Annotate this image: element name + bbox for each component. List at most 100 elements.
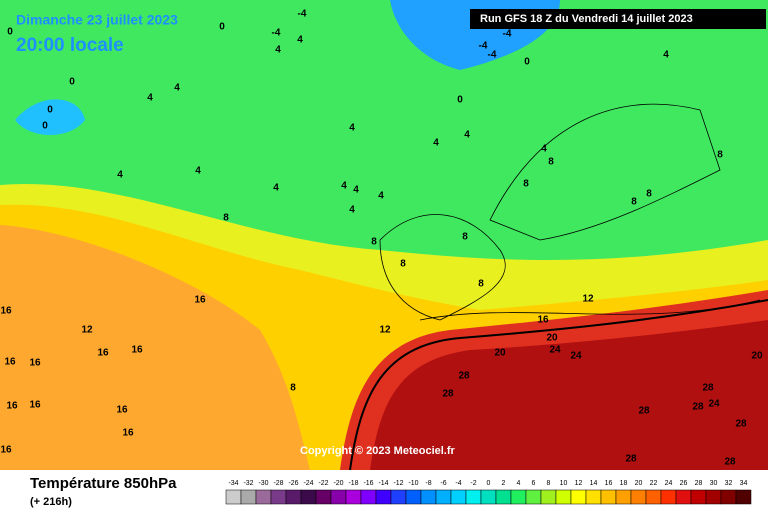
legend-swatch — [330, 489, 347, 505]
contour-label: 4 — [174, 83, 180, 94]
legend-swatch — [480, 489, 497, 505]
legend-label: 30 — [710, 480, 718, 487]
contour-label: -4 — [298, 9, 307, 20]
contour-label: 4 — [433, 138, 439, 149]
contour-label: 4 — [353, 185, 359, 196]
legend-swatch — [390, 489, 407, 505]
contour-label: 20 — [546, 333, 558, 344]
contour-label: 28 — [458, 371, 470, 382]
contour-label: 16 — [116, 405, 128, 416]
contour-label: 8 — [371, 237, 377, 248]
forecast-lead: (+ 216h) — [30, 496, 72, 508]
contour-label: 28 — [702, 383, 714, 394]
contour-label: 4 — [464, 130, 470, 141]
legend-swatch — [585, 489, 602, 505]
legend-swatch — [630, 489, 647, 505]
contour-label: 4 — [273, 183, 279, 194]
legend-swatch — [495, 489, 512, 505]
contour-label: 8 — [290, 383, 296, 394]
legend-swatch — [435, 489, 452, 505]
legend-swatch — [315, 489, 332, 505]
legend-swatch — [285, 489, 302, 505]
legend-label: -16 — [363, 480, 373, 487]
contour-label: 8 — [462, 232, 468, 243]
contour-label: 4 — [541, 144, 547, 155]
legend-label: -10 — [408, 480, 418, 487]
contour-label: 4 — [275, 45, 281, 56]
contour-label: 4 — [341, 181, 347, 192]
contour-label: 4 — [117, 170, 123, 181]
legend-label: -32 — [243, 480, 253, 487]
contour-label: 0 — [457, 95, 463, 106]
legend-swatch — [405, 489, 422, 505]
legend-label: -2 — [470, 480, 476, 487]
contour-label: 16 — [537, 315, 549, 326]
contour-label: 8 — [400, 259, 406, 270]
legend-swatch — [735, 489, 752, 505]
legend-label: -20 — [333, 480, 343, 487]
legend-label: -28 — [273, 480, 283, 487]
legend-swatch — [465, 489, 482, 505]
legend-swatch — [720, 489, 737, 505]
legend-label: 8 — [547, 480, 551, 487]
legend-label: 14 — [590, 480, 598, 487]
contour-label: 8 — [631, 197, 637, 208]
run-info: Run GFS 18 Z du Vendredi 14 juillet 2023 — [480, 13, 693, 25]
contour-label: -4 — [488, 50, 497, 61]
legend-label: -12 — [393, 480, 403, 487]
contour-label: 4 — [195, 166, 201, 177]
legend-label: 26 — [680, 480, 688, 487]
copyright: Copyright © 2023 Meteociel.fr — [300, 445, 456, 457]
legend-swatch — [375, 489, 392, 505]
contour-label: 28 — [692, 402, 704, 413]
legend-swatch — [705, 489, 722, 505]
contour-label: 4 — [349, 123, 355, 134]
legend-swatch — [615, 489, 632, 505]
contour-label: 20 — [751, 351, 763, 362]
legend-swatch — [240, 489, 257, 505]
contour-label: 0 — [42, 121, 48, 132]
legend-swatch — [270, 489, 287, 505]
legend-label: 10 — [560, 480, 568, 487]
contour-label: -4 — [503, 29, 512, 40]
contour-label: 16 — [97, 348, 109, 359]
legend-label: 4 — [517, 480, 521, 487]
legend-swatch — [555, 489, 572, 505]
contour-label: 24 — [708, 399, 720, 410]
legend-label: 28 — [695, 480, 703, 487]
legend-label: -34 — [228, 480, 238, 487]
contour-label: 28 — [625, 454, 637, 465]
contour-label: 8 — [223, 213, 229, 224]
isotherm-20 — [349, 299, 768, 471]
contour-label: 16 — [29, 400, 41, 411]
contour-label: 0 — [7, 27, 13, 38]
legend-swatch — [690, 489, 707, 505]
contour-label: 8 — [478, 279, 484, 290]
cold-pool-west — [15, 99, 85, 135]
valid-date: Dimanche 23 juillet 2023 — [16, 12, 178, 28]
contour-label: 12 — [582, 294, 594, 305]
legend-label: 0 — [487, 480, 491, 487]
footer-title: Température 850hPa — [30, 475, 177, 492]
legend-label: 22 — [650, 480, 658, 487]
contour-label: 24 — [549, 345, 561, 356]
contour-label: 16 — [0, 306, 12, 317]
run-box — [470, 9, 766, 29]
color-legend: -34 -32 -30 -28 -26 -24 -22 -20 -18 -16 -14 -12 -10-… — [225, 480, 752, 505]
contour-label: 16 — [29, 358, 41, 369]
contour-label: 16 — [122, 428, 134, 439]
very-hot-region — [370, 320, 768, 470]
legend-label: -8 — [425, 480, 431, 487]
legend-swatch — [345, 489, 362, 505]
legend-label: 20 — [635, 480, 643, 487]
contour-label: 16 — [194, 295, 206, 306]
legend-label: 12 — [575, 480, 583, 487]
contour-label: 0 — [219, 22, 225, 33]
legend-swatch — [570, 489, 587, 505]
legend-label: 24 — [665, 480, 673, 487]
contour-label: -4 — [479, 41, 488, 52]
contour-label: 28 — [638, 406, 650, 417]
legend-swatch — [645, 489, 662, 505]
contour-label: 4 — [663, 50, 669, 61]
